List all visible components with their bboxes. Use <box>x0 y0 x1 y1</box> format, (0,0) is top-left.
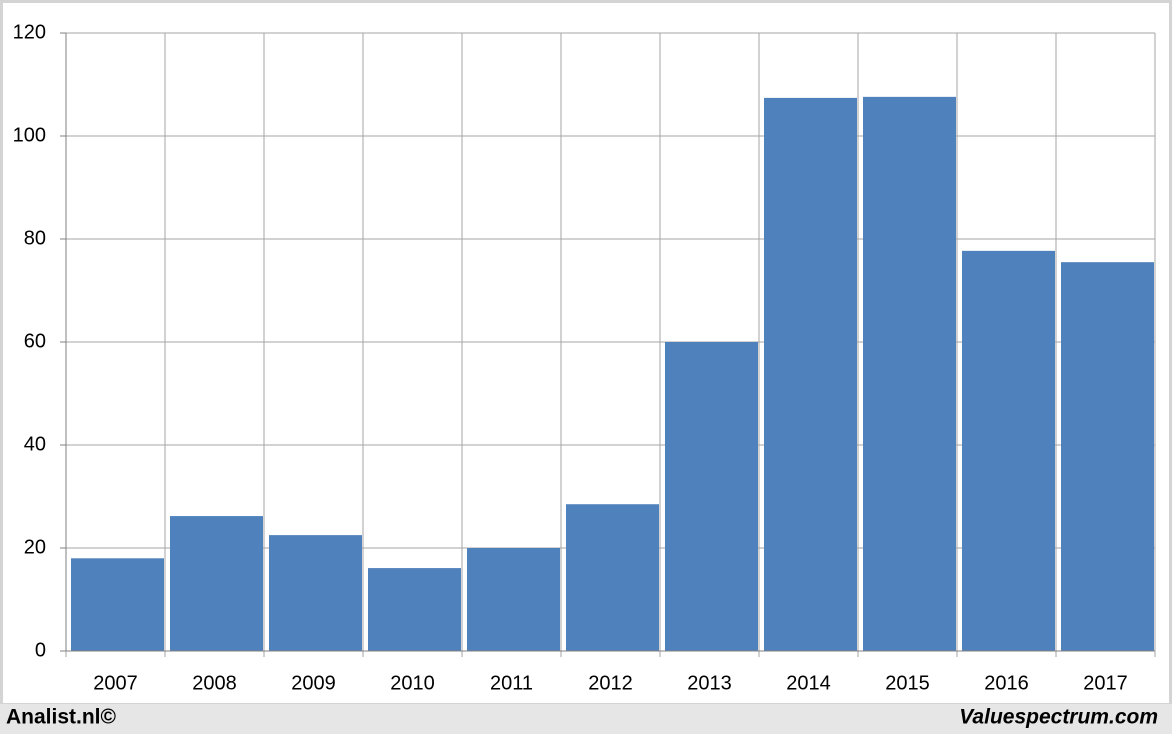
bar <box>1061 262 1154 651</box>
x-tick-label: 2009 <box>291 672 336 694</box>
x-tick-label: 2007 <box>93 672 138 694</box>
bar <box>764 97 857 651</box>
x-tick-label: 2015 <box>885 672 930 694</box>
y-tick-label: 20 <box>24 536 46 558</box>
y-tick-label: 120 <box>13 21 46 43</box>
y-tick-label: 40 <box>24 433 46 455</box>
y-tick-label: 0 <box>35 639 46 661</box>
bar <box>566 504 659 651</box>
x-tick-label: 2016 <box>984 672 1029 694</box>
bar <box>269 535 362 651</box>
y-tick-label: 80 <box>24 227 46 249</box>
x-tick-label: 2013 <box>687 672 732 694</box>
footer-left: Analist.nl© <box>6 706 117 729</box>
x-tick-label: 2017 <box>1083 672 1128 694</box>
x-tick-label: 2008 <box>192 672 237 694</box>
bar <box>368 568 461 651</box>
footer-strip <box>0 704 1172 734</box>
footer-right: Valuespectrum.com <box>959 706 1158 729</box>
x-tick-label: 2012 <box>588 672 633 694</box>
x-tick-label: 2011 <box>490 672 533 694</box>
y-tick-label: 60 <box>24 330 46 352</box>
bar <box>665 342 758 651</box>
bar <box>467 548 560 651</box>
bar <box>863 96 956 652</box>
bar <box>71 558 164 651</box>
bar <box>962 250 1055 651</box>
y-tick-label: 100 <box>13 124 46 146</box>
x-tick-label: 2010 <box>390 672 435 694</box>
bar <box>170 516 263 651</box>
x-tick-label: 2014 <box>786 672 831 694</box>
